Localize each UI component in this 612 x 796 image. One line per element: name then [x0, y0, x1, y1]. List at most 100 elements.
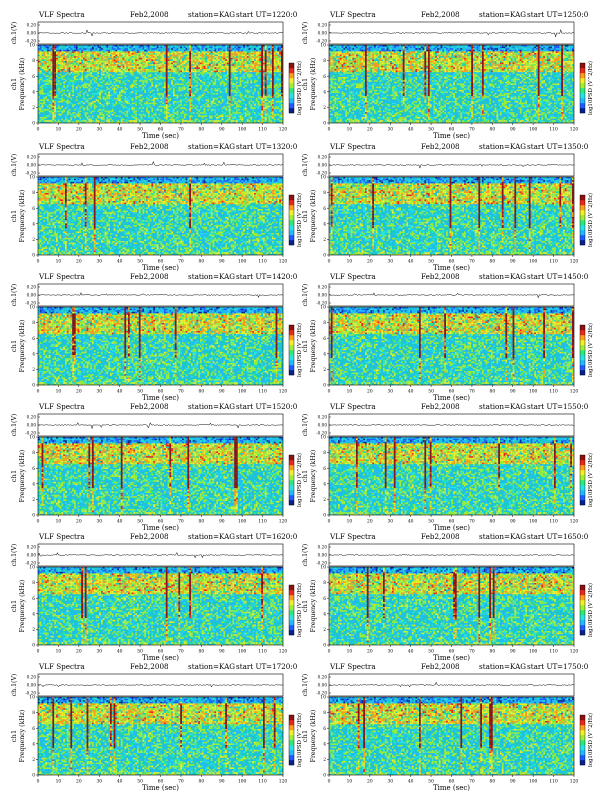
spectrogram-cell — [115, 61, 117, 63]
spectrogram-cell — [52, 64, 54, 66]
spectrogram-cell — [67, 88, 69, 90]
spectrogram-cell — [168, 82, 170, 84]
spectrogram-cell — [99, 87, 101, 89]
spectrogram-cell — [63, 106, 65, 108]
spectrogram-cell — [189, 83, 191, 85]
spectrogram-cell — [79, 64, 81, 66]
spectrogram-cell — [157, 74, 159, 76]
spectrogram-cell — [213, 77, 215, 79]
spectrogram-cell — [151, 51, 153, 53]
spectrogram-cell — [60, 80, 62, 82]
spectrogram-cell — [155, 51, 157, 53]
spectrogram-cell — [189, 103, 191, 105]
spectrogram-cell — [43, 101, 45, 103]
spectrogram-cell — [83, 101, 85, 103]
spectrogram-cell — [229, 51, 231, 53]
spectrogram-cell — [213, 98, 215, 100]
spectrogram-cell — [209, 104, 211, 106]
spectrogram-cell — [108, 87, 110, 89]
spectrogram-cell — [137, 112, 139, 114]
spectrogram-cell — [126, 64, 128, 66]
spectrogram-cell — [67, 99, 69, 101]
spectrogram-cell — [78, 61, 80, 63]
spectrogram-cell — [173, 72, 175, 74]
spectrogram-cell — [141, 71, 143, 73]
spectrogram-cell — [159, 83, 161, 85]
spectrogram-cell — [45, 83, 47, 85]
spectrogram-cell — [223, 67, 225, 69]
spectrogram-cell — [229, 85, 231, 87]
spectrogram-cell — [112, 112, 114, 114]
spectrogram-cell — [105, 85, 107, 87]
spectrogram-cell — [101, 64, 103, 66]
spectrogram-cell — [173, 79, 175, 81]
spectrogram-cell — [209, 48, 211, 50]
spectrogram-cell — [200, 56, 202, 58]
spectrogram-cell — [90, 117, 92, 119]
spectrogram-cell — [169, 83, 171, 85]
spectrogram-cell — [222, 58, 224, 60]
spectrogram-cell — [42, 51, 44, 53]
spectrogram-cell — [96, 120, 98, 122]
spectrogram-cell — [139, 98, 141, 100]
spectrogram-cell — [126, 104, 128, 106]
spectrogram-cell — [209, 112, 211, 114]
spectrogram-cell — [175, 71, 177, 73]
spectrogram-cell — [195, 98, 197, 100]
spectrogram-cell — [47, 69, 49, 71]
spectrogram-cell — [196, 106, 198, 108]
spectrogram-cell — [159, 48, 161, 50]
spectrogram-cell — [128, 67, 130, 69]
spectrogram-cell — [79, 90, 81, 92]
spectrogram-cell — [110, 66, 112, 68]
spectrogram-cell — [173, 120, 175, 122]
spectrogram-cell — [213, 58, 215, 60]
spectrogram-cell — [99, 51, 101, 53]
spectrogram-cell — [96, 114, 98, 116]
spectrogram-cell — [187, 120, 189, 122]
spectrogram-cell — [124, 80, 126, 82]
spectrogram-cell — [213, 104, 215, 106]
spectrogram-cell — [43, 119, 45, 121]
spectrogram-cell — [85, 47, 87, 49]
spectrogram-cell — [168, 99, 170, 101]
spectrogram-cell — [92, 95, 94, 97]
spectrogram-cell — [94, 115, 96, 117]
spectrogram-cell — [126, 77, 128, 79]
spectrogram-cell — [162, 66, 164, 68]
spectrogram-cell — [168, 106, 170, 108]
spectrogram-cell — [182, 107, 184, 109]
spectrogram-cell — [128, 107, 130, 109]
spectrogram-cell — [153, 104, 155, 106]
spectrogram-cell — [65, 87, 67, 89]
spectrogram-cell — [196, 67, 198, 69]
spectrogram-cell — [162, 93, 164, 95]
spectrogram-cell — [67, 64, 69, 66]
spectrogram-cell — [155, 83, 157, 85]
spectrogram-cell — [61, 77, 63, 79]
spectrogram-cell — [211, 59, 213, 61]
spectrogram-cell — [61, 99, 63, 101]
spectrogram-cell — [159, 55, 161, 57]
spectrogram-cell — [151, 111, 153, 113]
spectrogram-cell — [108, 114, 110, 116]
spectrogram-cell — [148, 61, 150, 63]
spectrogram-cell — [83, 59, 85, 61]
spectrogram-cell — [162, 95, 164, 97]
spectrogram-cell — [78, 85, 80, 87]
spectrogram-cell — [218, 48, 220, 50]
spectrogram-cell — [121, 119, 123, 121]
spectrogram-cell — [169, 109, 171, 111]
spectrogram-cell — [110, 87, 112, 89]
spectrogram-cell — [92, 115, 94, 117]
spectrogram-cell — [142, 98, 144, 100]
spectrogram-cell — [105, 58, 107, 60]
spectrogram-cell — [229, 119, 231, 121]
spectrogram-cell — [115, 50, 117, 52]
spectrogram-cell — [148, 64, 150, 66]
spectrogram-cell — [43, 74, 45, 76]
spectrogram-cell — [79, 95, 81, 97]
spectrogram-cell — [117, 91, 119, 93]
spectrogram-cell — [225, 120, 227, 122]
spectrogram-cell — [148, 99, 150, 101]
